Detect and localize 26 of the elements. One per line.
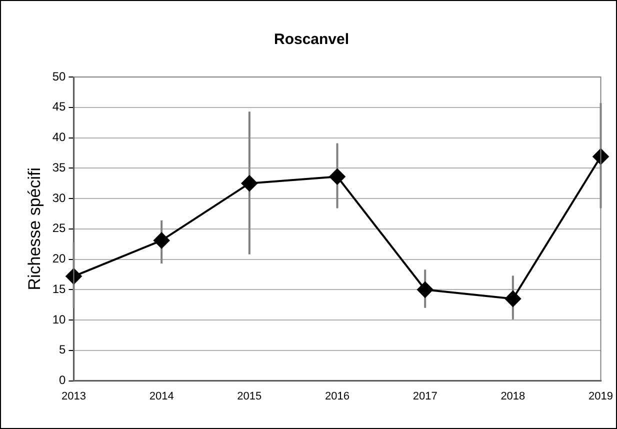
x-tick-label: 2015 xyxy=(237,390,262,402)
y-tick-label: 0 xyxy=(59,373,66,388)
y-tick-label: 50 xyxy=(52,69,66,84)
y-axis-title: Richesse spécifi xyxy=(24,167,44,290)
y-tick-label: 5 xyxy=(59,342,66,357)
y-tick-label: 40 xyxy=(52,130,66,144)
x-tick-label: 2019 xyxy=(588,390,614,402)
point xyxy=(241,175,258,192)
x-tick-label: 2016 xyxy=(325,390,350,402)
point xyxy=(592,148,609,165)
x-tick-label: 2013 xyxy=(62,390,86,402)
y-tick-label: 30 xyxy=(52,190,66,205)
point xyxy=(329,168,346,185)
y-tick-label: 25 xyxy=(52,221,66,236)
x-tick-label: 2018 xyxy=(500,390,526,402)
y-tick-label: 35 xyxy=(52,160,66,174)
y-tick-label: 20 xyxy=(52,252,66,266)
point xyxy=(504,290,521,307)
y-tick-label: 45 xyxy=(52,100,66,114)
x-tick-label: 2017 xyxy=(412,390,438,402)
chart-title: Roscanvel xyxy=(274,31,350,48)
y-tick-label: 10 xyxy=(52,312,66,326)
y-tick-label: 15 xyxy=(52,282,66,296)
point xyxy=(417,282,434,298)
point xyxy=(154,232,170,248)
x-tick-label: 2014 xyxy=(149,390,174,402)
